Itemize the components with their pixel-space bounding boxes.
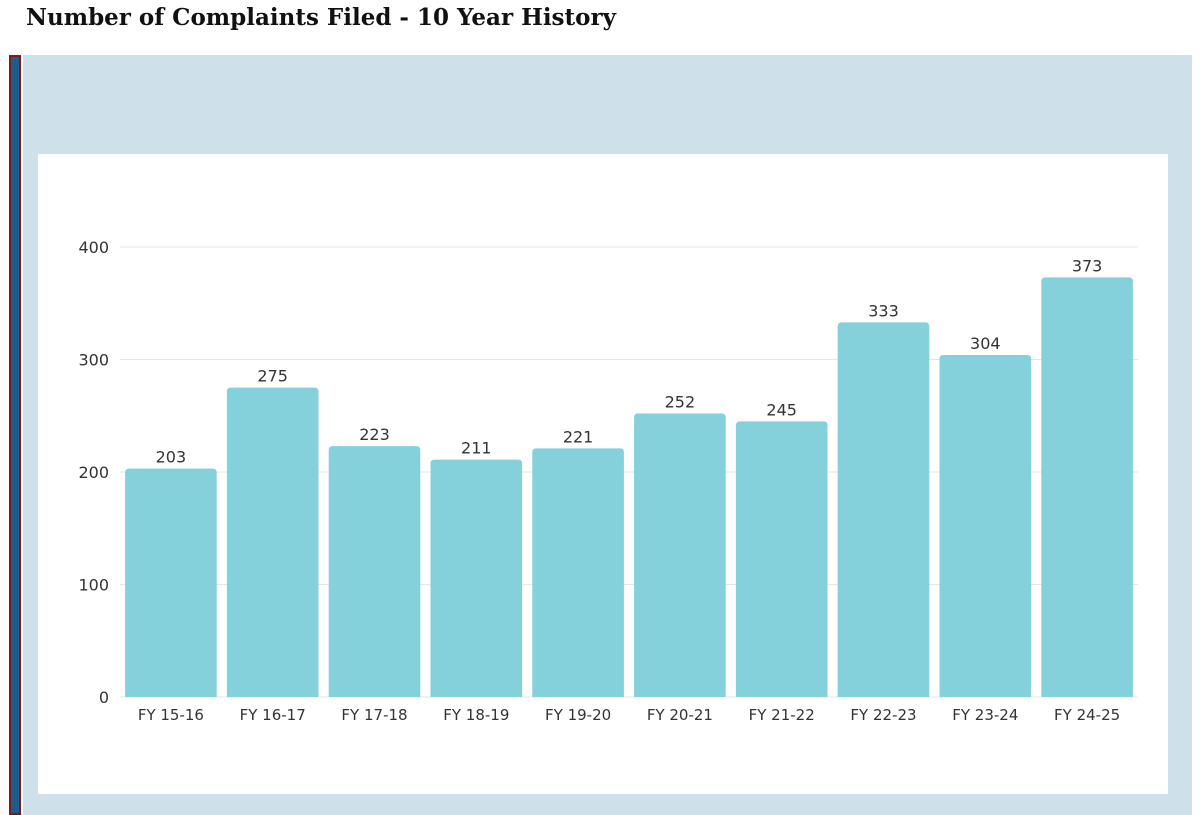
data-label: 223	[359, 425, 390, 444]
data-label: 245	[766, 400, 797, 419]
y-tick-label: 0	[99, 688, 109, 707]
bar	[430, 459, 523, 697]
bar	[634, 413, 726, 697]
x-tick-label: FY 24-25	[1054, 706, 1120, 724]
data-label: 333	[868, 301, 899, 320]
accent-side-bar	[9, 55, 21, 815]
y-tick-label: 100	[78, 576, 109, 595]
data-label: 373	[1072, 256, 1103, 275]
y-axis-ticks: 0 100 200 300 400	[78, 238, 109, 707]
bar	[328, 446, 421, 697]
x-tick-label: FY 19-20	[545, 706, 611, 724]
chart-card: 0 100 200 300 400 203 275 223 211 221 252 245 333 30…	[38, 154, 1168, 794]
x-tick-label: FY 22-23	[850, 706, 916, 724]
x-axis-ticks: FY 15-16 FY 16-17 FY 17-18 FY 18-19 FY 19-20…	[138, 706, 1120, 724]
y-tick-label: 400	[78, 238, 109, 257]
bar	[837, 322, 930, 697]
y-tick-label: 300	[78, 351, 109, 370]
bar-chart: 0 100 200 300 400 203 275 223 211 221 252 245 333 30…	[78, 238, 1138, 724]
data-label: 221	[563, 427, 594, 446]
x-tick-label: FY 20-21	[647, 706, 713, 724]
x-tick-label: FY 15-16	[138, 706, 204, 724]
bar	[226, 387, 319, 697]
data-label: 275	[257, 367, 288, 386]
x-tick-label: FY 23-24	[952, 706, 1018, 724]
bar	[532, 448, 624, 697]
data-label: 304	[970, 334, 1001, 353]
bar	[125, 468, 217, 697]
x-tick-label: FY 18-19	[443, 706, 509, 724]
data-label: 252	[665, 393, 696, 412]
data-labels: 203 275 223 211 221 252 245 333 304 373	[156, 256, 1103, 466]
page-title: Number of Complaints Filed - 10 Year His…	[26, 4, 616, 31]
y-tick-label: 200	[78, 463, 109, 482]
bars	[125, 277, 1133, 697]
x-tick-label: FY 16-17	[240, 706, 306, 724]
x-tick-label: FY 17-18	[341, 706, 407, 724]
bar	[1041, 277, 1133, 697]
x-tick-label: FY 21-22	[749, 706, 815, 724]
bar	[939, 355, 1032, 697]
data-label: 211	[461, 439, 492, 458]
bar	[735, 421, 828, 697]
data-label: 203	[156, 448, 187, 467]
